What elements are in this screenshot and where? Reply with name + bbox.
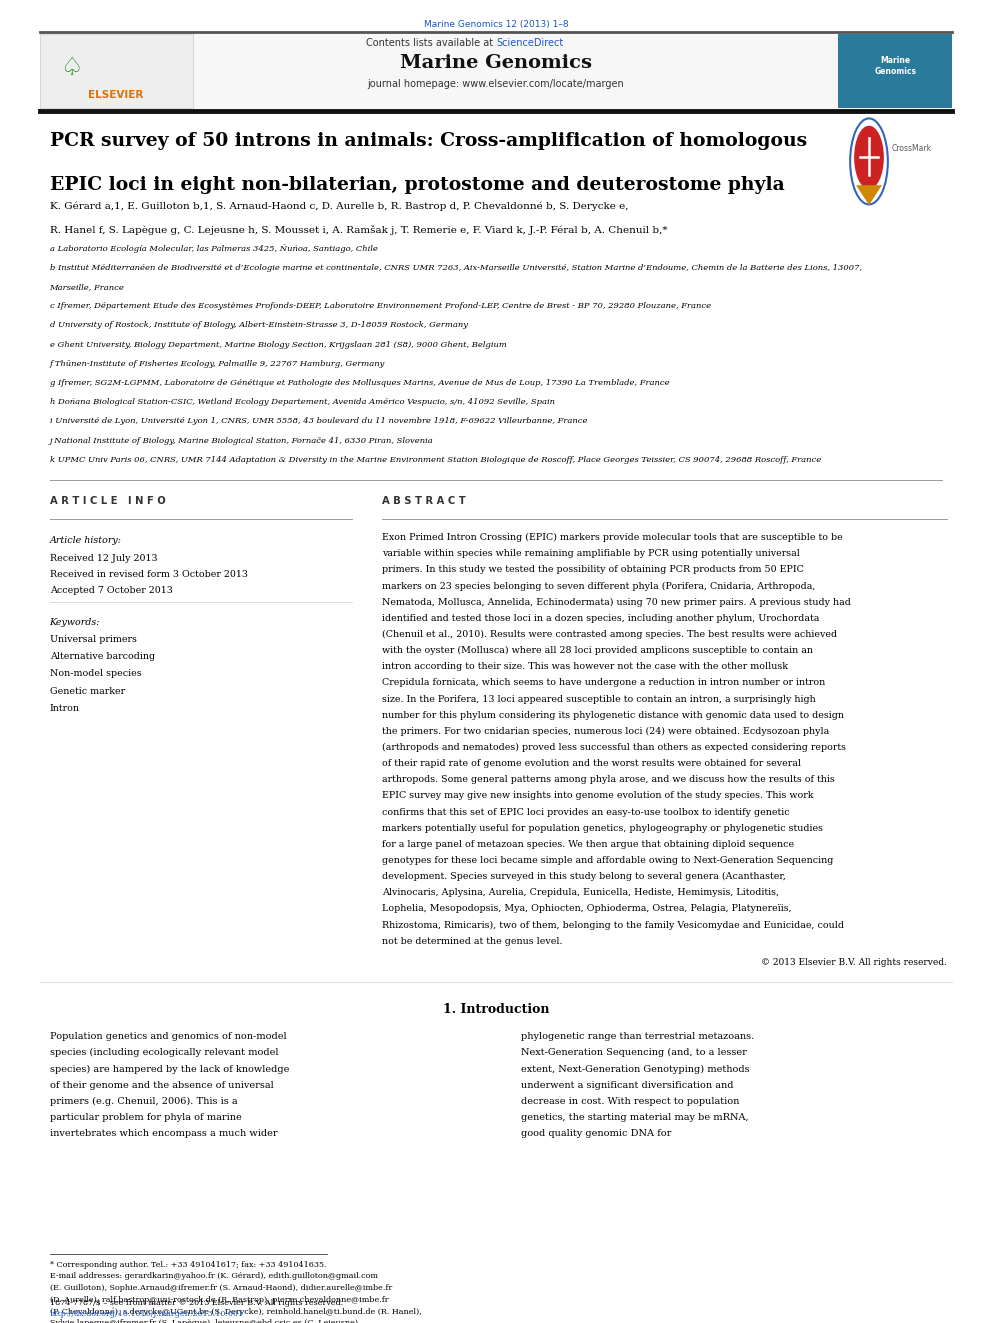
Text: species) are hampered by the lack of knowledge: species) are hampered by the lack of kno… [50, 1065, 289, 1073]
Text: i Université de Lyon, Université Lyon 1, CNRS, UMR 5558, 43 boulevard du 11 nove: i Université de Lyon, Université Lyon 1,… [50, 417, 587, 426]
Text: g Ifremer, SG2M-LGPMM, Laboratoire de Génétique et Pathologie des Mollusques Mar: g Ifremer, SG2M-LGPMM, Laboratoire de Gé… [50, 378, 670, 388]
Text: number for this phylum considering its phylogenetic distance with genomic data u: number for this phylum considering its p… [382, 710, 844, 720]
Text: Article history:: Article history: [50, 536, 122, 545]
Text: genetics, the starting material may be mRNA,: genetics, the starting material may be m… [521, 1113, 748, 1122]
Text: Alvinocaris, Aplysina, Aurelia, Crepidula, Eunicella, Hediste, Hemimysis, Litodi: Alvinocaris, Aplysina, Aurelia, Crepidul… [382, 888, 779, 897]
Text: EPIC survey may give new insights into genome evolution of the study species. Th: EPIC survey may give new insights into g… [382, 791, 813, 800]
Text: (D. Aurelle), ralf.bastrop@uni-rostock.de (R. Bastrop), pierre.chevaldonne@imbe.: (D. Aurelle), ralf.bastrop@uni-rostock.d… [50, 1295, 388, 1303]
Text: particular problem for phyla of marine: particular problem for phyla of marine [50, 1113, 241, 1122]
Text: h Doñana Biological Station-CSIC, Wetland Ecology Departement, Avenida Américo V: h Doñana Biological Station-CSIC, Wetlan… [50, 398, 555, 406]
Text: d University of Rostock, Institute of Biology, Albert-Einstein-Strasse 3, D-1805: d University of Rostock, Institute of Bi… [50, 321, 467, 329]
Text: http://dx.doi.org/10.1016/j.margen.2013.10.001: http://dx.doi.org/10.1016/j.margen.2013.… [50, 1310, 244, 1318]
Text: markers potentially useful for population genetics, phylogeography or phylogenet: markers potentially useful for populatio… [382, 824, 823, 832]
Text: size. In the Porifera, 13 loci appeared susceptible to contain an intron, a surp: size. In the Porifera, 13 loci appeared … [382, 695, 815, 704]
Text: the primers. For two cnidarian species, numerous loci (24) were obtained. Ecdyso: the primers. For two cnidarian species, … [382, 726, 829, 736]
Text: variable within species while remaining amplifiable by PCR using potentially uni: variable within species while remaining … [382, 549, 800, 558]
Bar [838, 34, 952, 108]
Text: confirms that this set of EPIC loci provides an easy-to-use toolbox to identify : confirms that this set of EPIC loci prov… [382, 807, 790, 816]
Text: markers on 23 species belonging to seven different phyla (Porifera, Cnidaria, Ar: markers on 23 species belonging to seven… [382, 582, 815, 590]
Text: Marine Genomics: Marine Genomics [400, 54, 592, 73]
Text: (E. Guilloton), Sophie.Arnaud@ifremer.fr (S. Arnaud-Haond), didier.aurelle@imbe.: (E. Guilloton), Sophie.Arnaud@ifremer.fr… [50, 1285, 392, 1293]
Text: for a large panel of metazoan species. We then argue that obtaining diploid sequ: for a large panel of metazoan species. W… [382, 840, 794, 849]
Text: f Thünen-Institute of Fisheries Ecology, Palmaille 9, 22767 Hamburg, Germany: f Thünen-Institute of Fisheries Ecology,… [50, 360, 385, 368]
Text: 1. Introduction: 1. Introduction [442, 1003, 550, 1016]
Text: ScienceDirect: ScienceDirect [496, 38, 563, 49]
Text: decrease in cost. With respect to population: decrease in cost. With respect to popula… [521, 1097, 739, 1106]
Text: A B S T R A C T: A B S T R A C T [382, 496, 465, 507]
Text: good quality genomic DNA for: good quality genomic DNA for [521, 1129, 672, 1138]
Text: Marine
Genomics: Marine Genomics [874, 57, 917, 75]
Text: * Corresponding author. Tel.: +33 491041617; fax: +33 491041635.: * Corresponding author. Tel.: +33 491041… [50, 1261, 326, 1269]
Text: ♤: ♤ [61, 56, 82, 79]
Text: Accepted 7 October 2013: Accepted 7 October 2013 [50, 586, 173, 595]
Text: PCR survey of 50 introns in animals: Cross-amplification of homologous: PCR survey of 50 introns in animals: Cro… [50, 132, 806, 151]
Text: journal homepage: www.elsevier.com/locate/margen: journal homepage: www.elsevier.com/locat… [368, 79, 624, 90]
Text: 1874-7787/$ – see front matter © 2013 Elsevier B.V. All rights reserved.: 1874-7787/$ – see front matter © 2013 El… [50, 1299, 343, 1307]
Text: (P. Chevaldonné), s.derycke@UGent.be (S. Derycke), reinhold.hanel@ti.bund.de (R: (P. Chevaldonné), s.derycke@UGent.be (S… [50, 1307, 422, 1316]
Text: Received 12 July 2013: Received 12 July 2013 [50, 554, 157, 564]
Text: extent, Next-Generation Genotyping) methods: extent, Next-Generation Genotyping) meth… [521, 1065, 749, 1073]
Text: underwent a significant diversification and: underwent a significant diversification … [521, 1081, 733, 1090]
Text: of their rapid rate of genome evolution and the worst results were obtained for : of their rapid rate of genome evolution … [382, 759, 801, 769]
Text: Exon Primed Intron Crossing (EPIC) markers provide molecular tools that are susc: Exon Primed Intron Crossing (EPIC) marke… [382, 533, 842, 542]
Text: intron according to their size. This was however not the case with the other mol: intron according to their size. This was… [382, 663, 788, 671]
Text: EPIC loci in eight non-bilaterian, protostome and deuterostome phyla: EPIC loci in eight non-bilaterian, proto… [50, 176, 785, 194]
Text: a Laboratorio Ecología Molecular, las Palmeras 3425, Ñuñoa, Santiago, Chile: a Laboratorio Ecología Molecular, las Pa… [50, 245, 378, 254]
Bar [40, 34, 193, 108]
Text: Genetic marker: Genetic marker [50, 687, 125, 696]
Text: Sylvie.lapegue@ifremer.fr (S. Lapègue), lejeusne@ebd.csic.es (C. Lejeusne),: Sylvie.lapegue@ifremer.fr (S. Lapègue), … [50, 1319, 360, 1323]
Text: Marseille, France: Marseille, France [50, 283, 124, 291]
Text: arthropods. Some general patterns among phyla arose, and we discuss how the resu: arthropods. Some general patterns among … [382, 775, 834, 785]
Text: Contents lists available at: Contents lists available at [366, 38, 496, 49]
Text: invertebrates which encompass a much wider: invertebrates which encompass a much wid… [50, 1129, 277, 1138]
Text: c Ifremer, Département Etude des Ecosystèmes Profonds-DEEP, Laboratoire Environn: c Ifremer, Département Etude des Ecosyst… [50, 302, 710, 311]
Text: identified and tested those loci in a dozen species, including another phylum, U: identified and tested those loci in a do… [382, 614, 819, 623]
Text: Next-Generation Sequencing (and, to a lesser: Next-Generation Sequencing (and, to a le… [521, 1048, 747, 1057]
Text: R. Hanel f, S. Lapègue g, C. Lejeusne h, S. Mousset i, A. Ramšak j, T. Remerie e: R. Hanel f, S. Lapègue g, C. Lejeusne h,… [50, 225, 667, 235]
Text: Crepidula fornicata, which seems to have undergone a reduction in intron number : Crepidula fornicata, which seems to have… [382, 679, 825, 688]
Text: e Ghent University, Biology Department, Marine Biology Section, Krijgslaan 281 (: e Ghent University, Biology Department, … [50, 340, 507, 349]
Text: Non-model species: Non-model species [50, 669, 141, 679]
Text: primers. In this study we tested the possibility of obtaining PCR products from : primers. In this study we tested the pos… [382, 565, 804, 574]
Text: A R T I C L E   I N F O: A R T I C L E I N F O [50, 496, 166, 507]
Text: Marine Genomics 12 (2013) 1–8: Marine Genomics 12 (2013) 1–8 [424, 20, 568, 29]
Text: CrossMark: CrossMark [892, 144, 931, 152]
Text: (arthropods and nematodes) proved less successful than others as expected consid: (arthropods and nematodes) proved less s… [382, 744, 846, 751]
Bar [40, 32, 952, 111]
Text: Lophelia, Mesopodopsis, Mya, Ophiocten, Ophioderma, Ostrea, Pelagia, Platynereïi: Lophelia, Mesopodopsis, Mya, Ophiocten, … [382, 905, 792, 913]
Text: b Institut Méditerranéen de Biodiversité et d’Ecologie marine et continentale, C: b Institut Méditerranéen de Biodiversité… [50, 265, 862, 273]
Text: Received in revised form 3 October 2013: Received in revised form 3 October 2013 [50, 570, 248, 579]
Text: with the oyster (Mollusca) where all 28 loci provided amplicons susceptible to c: with the oyster (Mollusca) where all 28 … [382, 646, 812, 655]
Text: Intron: Intron [50, 704, 79, 713]
Text: j National Institute of Biology, Marine Biological Station, Fornače 41, 6330 Pir: j National Institute of Biology, Marine … [50, 437, 434, 445]
Text: genotypes for these loci became simple and affordable owing to Next-Generation S: genotypes for these loci became simple a… [382, 856, 833, 865]
Text: of their genome and the absence of universal: of their genome and the absence of unive… [50, 1081, 274, 1090]
Text: Keywords:: Keywords: [50, 618, 100, 627]
Text: © 2013 Elsevier B.V. All rights reserved.: © 2013 Elsevier B.V. All rights reserved… [762, 958, 947, 967]
Text: (Chenuil et al., 2010). Results were contrasted among species. The best results : (Chenuil et al., 2010). Results were con… [382, 630, 837, 639]
Text: primers (e.g. Chenuil, 2006). This is a: primers (e.g. Chenuil, 2006). This is a [50, 1097, 237, 1106]
Text: Rhizostoma, Rimicaris), two of them, belonging to the family Vesicomydae and Eun: Rhizostoma, Rimicaris), two of them, bel… [382, 921, 844, 930]
Text: development. Species surveyed in this study belong to several genera (Acanthaste: development. Species surveyed in this st… [382, 872, 786, 881]
Text: species (including ecologically relevant model: species (including ecologically relevant… [50, 1048, 278, 1057]
Polygon shape [856, 185, 882, 205]
Text: E-mail addresses: gerardkarin@yahoo.fr (K. Gérard), edith.guilloton@gmail.com: E-mail addresses: gerardkarin@yahoo.fr (… [50, 1273, 378, 1281]
Text: K. Gérard a,1, E. Guilloton b,1, S. Arnaud-Haond c, D. Aurelle b, R. Bastrop d, : K. Gérard a,1, E. Guilloton b,1, S. Arna… [50, 201, 628, 210]
Ellipse shape [854, 126, 884, 189]
Text: Nematoda, Mollusca, Annelida, Echinodermata) using 70 new primer pairs. A previo: Nematoda, Mollusca, Annelida, Echinoderm… [382, 598, 851, 607]
Text: Alternative barcoding: Alternative barcoding [50, 652, 155, 662]
Text: Population genetics and genomics of non-model: Population genetics and genomics of non-… [50, 1032, 287, 1041]
Text: Universal primers: Universal primers [50, 635, 137, 644]
Text: k UPMC Univ Paris 06, CNRS, UMR 7144 Adaptation & Diversity in the Marine Enviro: k UPMC Univ Paris 06, CNRS, UMR 7144 Ada… [50, 455, 820, 464]
Text: ELSEVIER: ELSEVIER [88, 90, 144, 101]
Text: not be determined at the genus level.: not be determined at the genus level. [382, 937, 562, 946]
Text: phylogenetic range than terrestrial metazoans.: phylogenetic range than terrestrial meta… [521, 1032, 754, 1041]
